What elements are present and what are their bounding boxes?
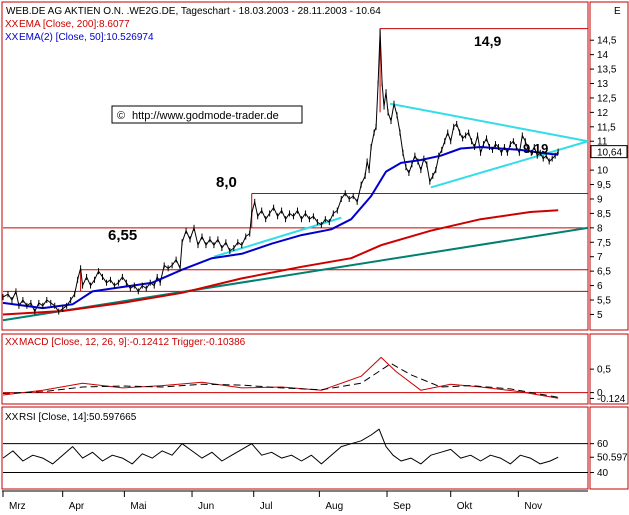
price-tick-label: 9 [597,194,603,205]
month-label: Jun [198,501,214,512]
price-tick-label: 5 [597,310,603,321]
month-label: Mai [130,501,146,512]
chart-title: WEB.DE AG AKTIEN O.N. .WE2G.DE, Tagescha… [6,6,381,17]
month-axis: Mrz Apr Mai Jun Jul Aug Sep Okt Nov [2,491,542,512]
legend-rsi-marker: XX [5,412,19,423]
price-tick-label: 8,5 [597,209,611,220]
price-tick-label: 11,5 [597,122,616,133]
price-tick-label: 7 [597,252,603,263]
price-tick-label: 12 [597,108,609,119]
legend-ema50-marker: XX [5,32,19,43]
rsi-tick-label: 60 [597,439,609,450]
rsi-series [2,428,559,465]
annotation-149: 14,9 [474,33,501,49]
trendline-triangle-lower [430,140,589,189]
main-panel-frame [1,1,589,331]
legend-ema50: EMA(2) [Close, 50]:10.526974 [19,32,154,43]
price-tick-label: 10 [597,166,609,177]
month-label: Aug [325,501,343,512]
month-label: Okt [457,501,473,512]
macd-tick-label: -0.124 [597,394,626,405]
price-axis-box [589,1,629,331]
axis-corner-label: E [614,6,621,17]
month-label: Nov [524,501,542,512]
legend-macd-marker: XX [5,337,19,348]
macd-axis: 0,5 0-0.124 [590,365,626,405]
month-label: Apr [69,501,85,512]
copyright-icon: © [117,110,125,122]
rsi-axis-box [589,406,629,490]
price-tick-label: 6 [597,281,603,292]
price-series-ema50 [2,146,559,310]
month-label: Sep [393,501,411,512]
price-axis: 5 5,5 6 6,5 7 7,5 8 8,5 9 9,5 10 11 11,5 12 12,5 13 13,5… [590,36,628,321]
annotation-919: 9,19 [523,141,548,156]
macd-plot [2,356,588,399]
rsi-plot [2,428,588,474]
last-value-box [590,145,628,159]
rsi-tick-label: 40 [597,468,609,479]
macd-tick-label: 0 [597,388,603,399]
watermark-box [111,105,303,124]
month-label: Jul [260,501,273,512]
legend-rsi: RSI [Close, 14]:50.597665 [19,412,137,423]
annotation-80: 8,0 [216,174,237,191]
price-tick-label: 12,5 [597,93,617,104]
legend-macd: MACD [Close, 12, 26, 9]:-0.12412 Trigger… [19,337,246,348]
price-tick-label: 9,5 [597,180,611,191]
macd-axis-box [589,333,629,405]
rsi-panel-frame [1,406,589,490]
price-tick-label: 7,5 [597,238,611,249]
price-tick-label: 14,5 [597,36,617,47]
last-value-label: 10,64 [597,148,622,159]
legend-ema200-marker: XX [5,19,19,30]
price-tick-label: 5,5 [597,296,611,307]
price-tick-label: 13,5 [597,65,617,76]
watermark-url: http://www.godmode-trader.de [132,110,279,122]
price-tick-label: 13 [597,79,609,90]
month-label: Mrz [9,501,26,512]
price-tick-label: 8 [597,223,603,234]
macd-series-macd [2,356,559,399]
price-tick-label: 11 [597,137,608,148]
price-tick-label: 6,5 [597,267,611,278]
legend-ema200: EMA [Close, 200]:8.6077 [19,19,130,30]
annotation-655: 6,55 [108,227,137,244]
price-tick-label: 14 [597,50,609,61]
price-series-ema200 [2,209,559,316]
rsi-axis: 60 50.597 40 [590,439,628,479]
rsi-tick-label: 50.597 [597,453,628,464]
macd-tick-label: 0,5 [597,365,611,376]
trendline-triangle-upper [389,102,589,143]
macd-series-trigger [2,363,559,398]
trendline-long-trend [2,226,589,322]
price-plot [2,28,589,322]
